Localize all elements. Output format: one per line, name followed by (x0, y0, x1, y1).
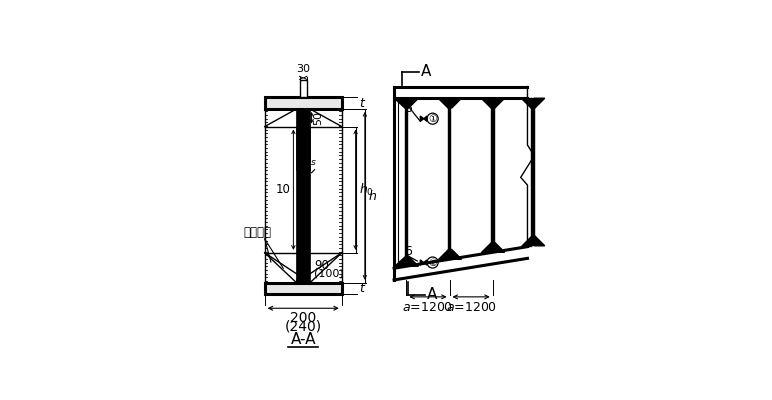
Text: A-A: A-A (290, 332, 316, 347)
Polygon shape (394, 98, 405, 108)
Text: 刨平抵緊: 刨平抵緊 (243, 226, 271, 239)
Text: 10: 10 (276, 183, 291, 196)
Bar (448, 98, 452, 259)
Text: A: A (427, 287, 438, 302)
Text: 90: 90 (315, 259, 330, 272)
Polygon shape (495, 242, 505, 252)
Text: (240): (240) (285, 319, 322, 333)
Bar (491, 98, 495, 252)
Text: $h$: $h$ (368, 189, 377, 203)
Polygon shape (495, 98, 505, 108)
Text: 6: 6 (404, 245, 411, 258)
Bar (405, 98, 408, 266)
Polygon shape (420, 116, 424, 121)
Text: $h_0$: $h_0$ (359, 182, 374, 198)
Polygon shape (481, 242, 491, 252)
Polygon shape (520, 236, 531, 246)
Polygon shape (296, 254, 310, 283)
Text: 200: 200 (290, 311, 317, 325)
Bar (300, 80, 306, 97)
Polygon shape (420, 260, 424, 265)
Text: $b_s$: $b_s$ (302, 152, 317, 168)
Polygon shape (394, 256, 405, 266)
Text: ②: ② (428, 258, 437, 268)
Polygon shape (481, 98, 491, 108)
Text: $t$: $t$ (359, 97, 366, 110)
Text: $a$=1200: $a$=1200 (445, 300, 496, 314)
Text: 30: 30 (296, 64, 310, 74)
Polygon shape (534, 236, 545, 246)
Polygon shape (534, 98, 545, 108)
Polygon shape (424, 260, 427, 265)
Polygon shape (520, 98, 531, 108)
Text: (100): (100) (314, 268, 344, 278)
Polygon shape (438, 98, 448, 108)
Polygon shape (452, 249, 462, 259)
Polygon shape (408, 98, 418, 108)
Text: 6: 6 (404, 102, 411, 114)
Text: ①: ① (428, 114, 437, 124)
Polygon shape (424, 116, 427, 121)
Bar (531, 98, 534, 246)
Bar (265, 97, 342, 109)
Polygon shape (438, 249, 448, 259)
Text: A: A (421, 64, 432, 79)
Polygon shape (408, 256, 418, 266)
Bar (296, 109, 310, 283)
Text: $t$: $t$ (359, 282, 366, 295)
Text: 50: 50 (313, 111, 323, 125)
Text: $a$=1200: $a$=1200 (402, 300, 453, 314)
Polygon shape (452, 98, 462, 108)
Bar (265, 283, 342, 294)
